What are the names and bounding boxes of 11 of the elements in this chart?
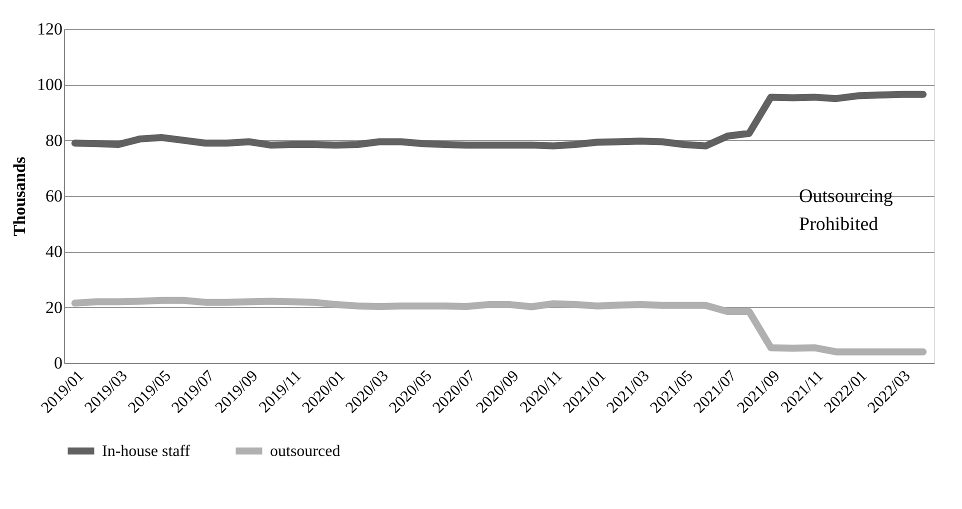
y-tick-label: 20 — [46, 298, 62, 317]
y-tick-label: 40 — [46, 242, 62, 262]
y-tick-label: 100 — [37, 75, 62, 94]
annotation: Outsourcing Prohibited — [799, 186, 894, 235]
y-axis-title: Thousands — [10, 156, 29, 236]
y-tick-label: 60 — [46, 186, 62, 206]
y-tick-label: 80 — [46, 130, 62, 150]
y-tick-label: 0 — [54, 354, 62, 372]
legend-label: outsourced — [270, 443, 340, 460]
y-tick-label: 120 — [37, 20, 62, 38]
legend-label: In-house staff — [102, 443, 191, 460]
